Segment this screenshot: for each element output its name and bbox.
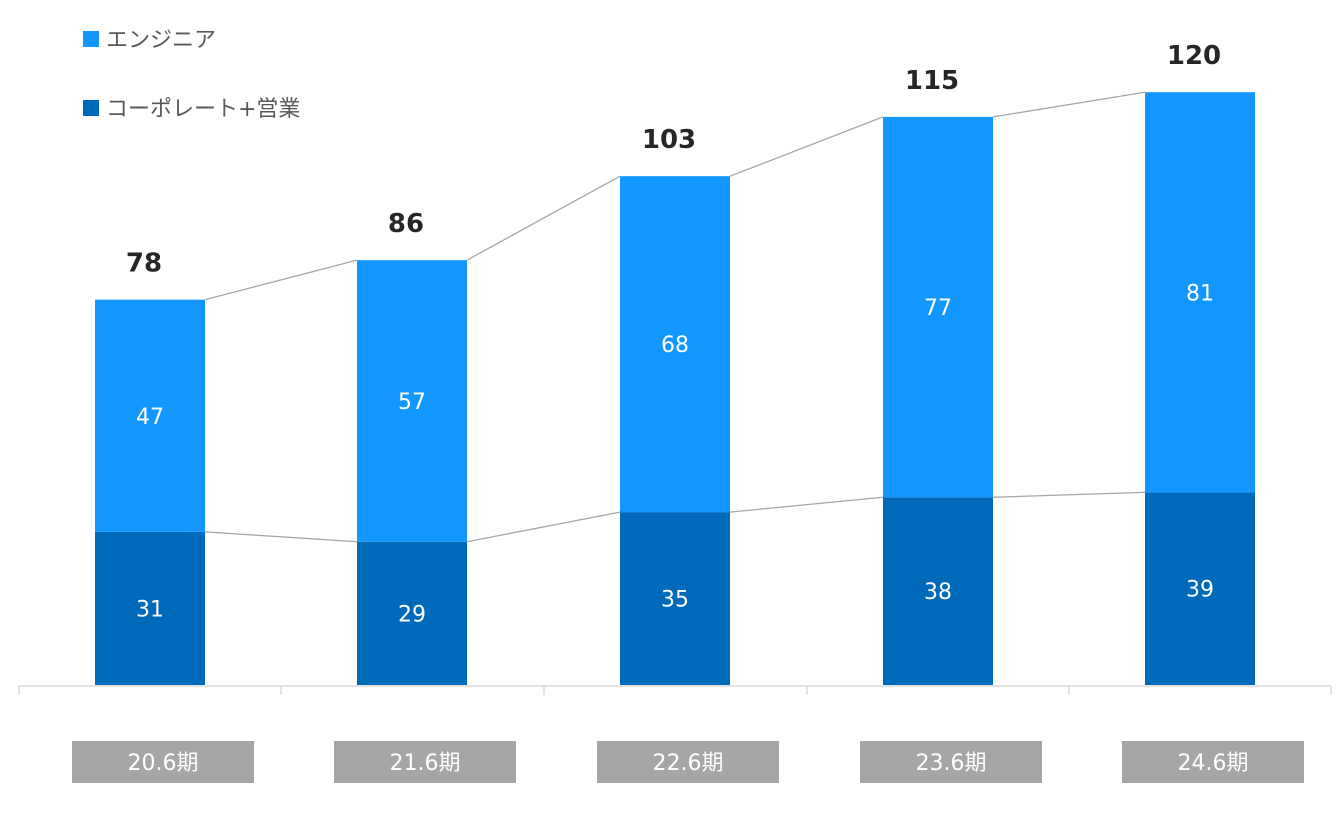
legend-label-corporate-sales: コーポレート+営業: [106, 97, 300, 122]
data-labels: 31 47 78 29 57 86 35 68 103 38 77 115 39 81 120: [126, 41, 1221, 627]
connector-split-0: [204, 531, 358, 543]
category-box-3: [860, 741, 1042, 783]
total-label-4: 120: [1167, 41, 1221, 71]
total-label-3: 115: [905, 66, 959, 96]
connector-total-3: [992, 91, 1146, 118]
connector-total-0: [204, 259, 358, 301]
value-label-corporate-sales-4: 39: [1186, 578, 1214, 603]
bar-corporate-sales-2: [620, 512, 730, 685]
value-label-corporate-sales-1: 29: [398, 602, 426, 627]
value-label-corporate-sales-0: 31: [136, 597, 164, 622]
bar-corporate-sales-3: [883, 497, 993, 685]
value-label-engineer-0: 47: [136, 405, 164, 430]
legend-swatch-engineer: [83, 31, 99, 47]
connector-split-1: [466, 511, 621, 543]
bars: [95, 92, 1255, 685]
category-label-4: 24.6期: [1178, 751, 1249, 776]
value-label-corporate-sales-3: 38: [924, 580, 952, 605]
category-box-2: [597, 741, 779, 783]
value-label-engineer-2: 68: [661, 333, 689, 358]
bar-corporate-sales-1: [357, 541, 467, 685]
category-label-2: 22.6期: [653, 751, 724, 776]
bar-engineer-3: [883, 116, 993, 498]
connector-split-3: [992, 491, 1146, 498]
legend: エンジニア コーポレート+営業: [83, 28, 300, 122]
category-label-1: 21.6期: [390, 751, 461, 776]
bar-engineer-4: [1145, 92, 1255, 493]
connector-lines: [204, 91, 1146, 543]
total-label-1: 86: [388, 209, 424, 239]
value-label-corporate-sales-2: 35: [661, 588, 689, 613]
legend-swatch-corporate-sales: [83, 100, 99, 116]
connector-total-2: [729, 116, 884, 177]
connector-total-1: [466, 175, 621, 261]
category-label-3: 23.6期: [916, 751, 987, 776]
bar-corporate-sales-4: [1145, 492, 1255, 685]
legend-label-engineer: エンジニア: [106, 28, 216, 53]
value-label-engineer-4: 81: [1186, 281, 1214, 306]
bar-engineer-1: [357, 260, 467, 542]
bar-corporate-sales-0: [95, 531, 205, 685]
category-box-1: [334, 741, 516, 783]
category-box-4: [1122, 741, 1304, 783]
bar-engineer-0: [95, 299, 205, 532]
category-box-0: [72, 741, 254, 783]
bar-engineer-2: [620, 176, 730, 513]
total-label-2: 103: [642, 125, 696, 155]
value-label-engineer-3: 77: [924, 296, 952, 321]
total-label-0: 78: [126, 249, 162, 279]
connector-split-2: [729, 496, 884, 513]
category-label-0: 20.6期: [128, 751, 199, 776]
category-labels: 20.6期 21.6期 22.6期 23.6期 24.6期: [72, 741, 1304, 783]
value-label-engineer-1: 57: [398, 390, 426, 415]
x-axis: [18, 685, 1332, 695]
